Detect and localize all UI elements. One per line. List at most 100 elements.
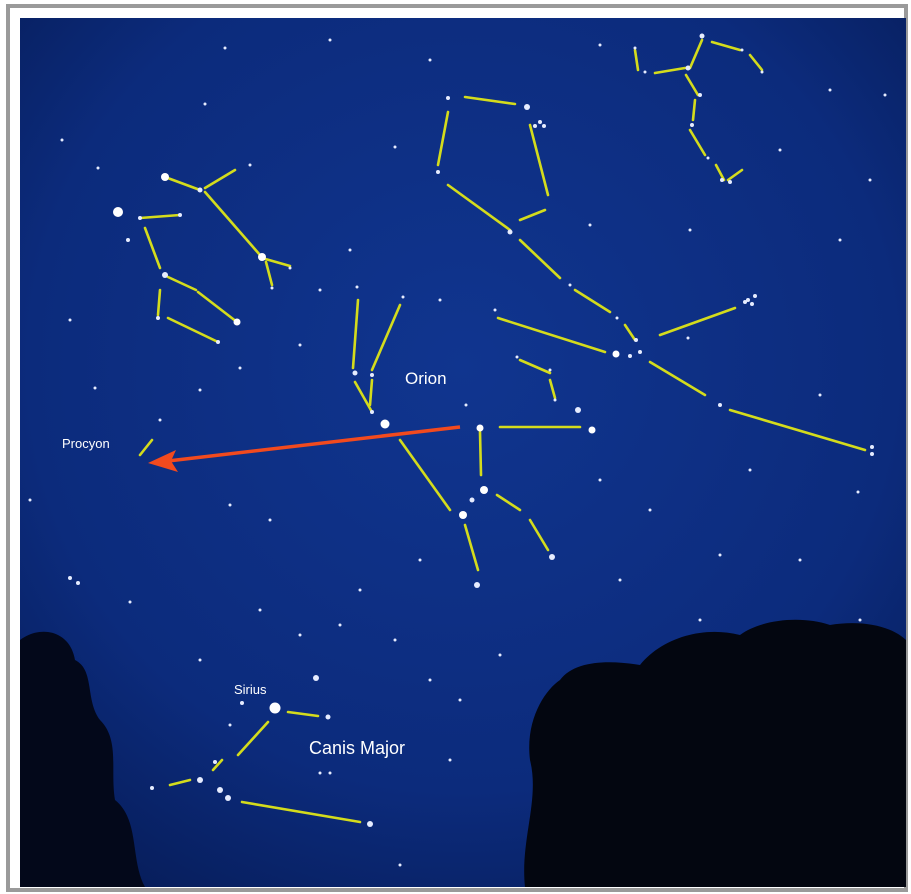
constellation-lines [138, 38, 867, 824]
constellation-line [203, 168, 237, 190]
star [448, 758, 452, 762]
star [68, 576, 72, 580]
star [634, 338, 638, 342]
constellation-line [143, 226, 162, 270]
star [633, 46, 637, 50]
star [428, 678, 432, 682]
star [469, 497, 475, 503]
constellation-line [496, 316, 607, 354]
star [313, 675, 319, 681]
star [418, 558, 422, 562]
constellation-line [368, 378, 374, 407]
star [126, 238, 130, 242]
star [549, 554, 555, 560]
star [60, 138, 64, 142]
star-label: Sirius [234, 682, 267, 697]
star [699, 33, 705, 39]
star [113, 207, 123, 217]
star [156, 316, 160, 320]
constellation-line [138, 213, 182, 220]
constellation-line [168, 778, 192, 787]
star [748, 468, 752, 472]
star [269, 702, 281, 714]
star [750, 302, 754, 306]
star [856, 490, 860, 494]
star [718, 403, 722, 407]
star [638, 350, 642, 354]
star [728, 180, 732, 184]
star [858, 618, 862, 622]
star [76, 581, 80, 585]
star [686, 336, 690, 340]
constellation-line [436, 110, 450, 167]
star [401, 295, 405, 299]
star [643, 70, 647, 74]
constellation-line [286, 710, 320, 718]
star [436, 170, 440, 174]
star [370, 410, 374, 414]
star [533, 124, 537, 128]
star [615, 316, 619, 320]
star [507, 229, 513, 235]
star [158, 418, 162, 422]
constellation-line [156, 288, 162, 317]
constellation-line [573, 288, 612, 314]
star [240, 701, 244, 705]
star [690, 123, 694, 127]
star [355, 285, 359, 289]
star [428, 58, 432, 62]
star [548, 368, 552, 372]
constellation-line [166, 275, 198, 292]
constellation-line [463, 523, 480, 572]
tree-left [20, 631, 145, 887]
constellation-line [528, 518, 550, 552]
stars [28, 33, 887, 867]
constellation-label: Canis Major [309, 738, 405, 758]
star [248, 163, 252, 167]
star [538, 120, 542, 124]
constellation-line [653, 66, 687, 75]
star [778, 148, 782, 152]
constellation-line [163, 175, 202, 192]
constellation-line [351, 298, 360, 370]
star [458, 698, 462, 702]
constellation-line [633, 48, 640, 72]
constellation-line [240, 800, 362, 824]
star [493, 308, 497, 312]
star [446, 96, 450, 100]
star [598, 478, 602, 482]
constellation-line [446, 183, 512, 232]
star [753, 294, 757, 298]
star [228, 723, 232, 727]
star [698, 618, 702, 622]
star [233, 318, 241, 326]
star [328, 38, 332, 42]
constellation-line [370, 303, 402, 372]
constellation-line [658, 306, 737, 337]
constellation-line [748, 53, 764, 72]
star [138, 216, 142, 220]
constellation-line [264, 260, 274, 287]
star [628, 354, 632, 358]
star [515, 355, 519, 359]
star [348, 248, 352, 252]
star [128, 600, 132, 604]
star [270, 286, 274, 290]
star [498, 653, 502, 657]
star [720, 178, 724, 182]
star [338, 623, 342, 627]
constellation-line [260, 256, 292, 268]
star [588, 223, 592, 227]
star [178, 213, 182, 217]
star [298, 633, 302, 637]
star [217, 787, 223, 793]
star [358, 588, 362, 592]
constellation-line [691, 98, 697, 122]
star [203, 102, 207, 106]
star [818, 393, 822, 397]
constellation-line [353, 380, 374, 414]
constellation-line [710, 40, 742, 52]
constellation-line [684, 73, 700, 97]
star [370, 373, 374, 377]
